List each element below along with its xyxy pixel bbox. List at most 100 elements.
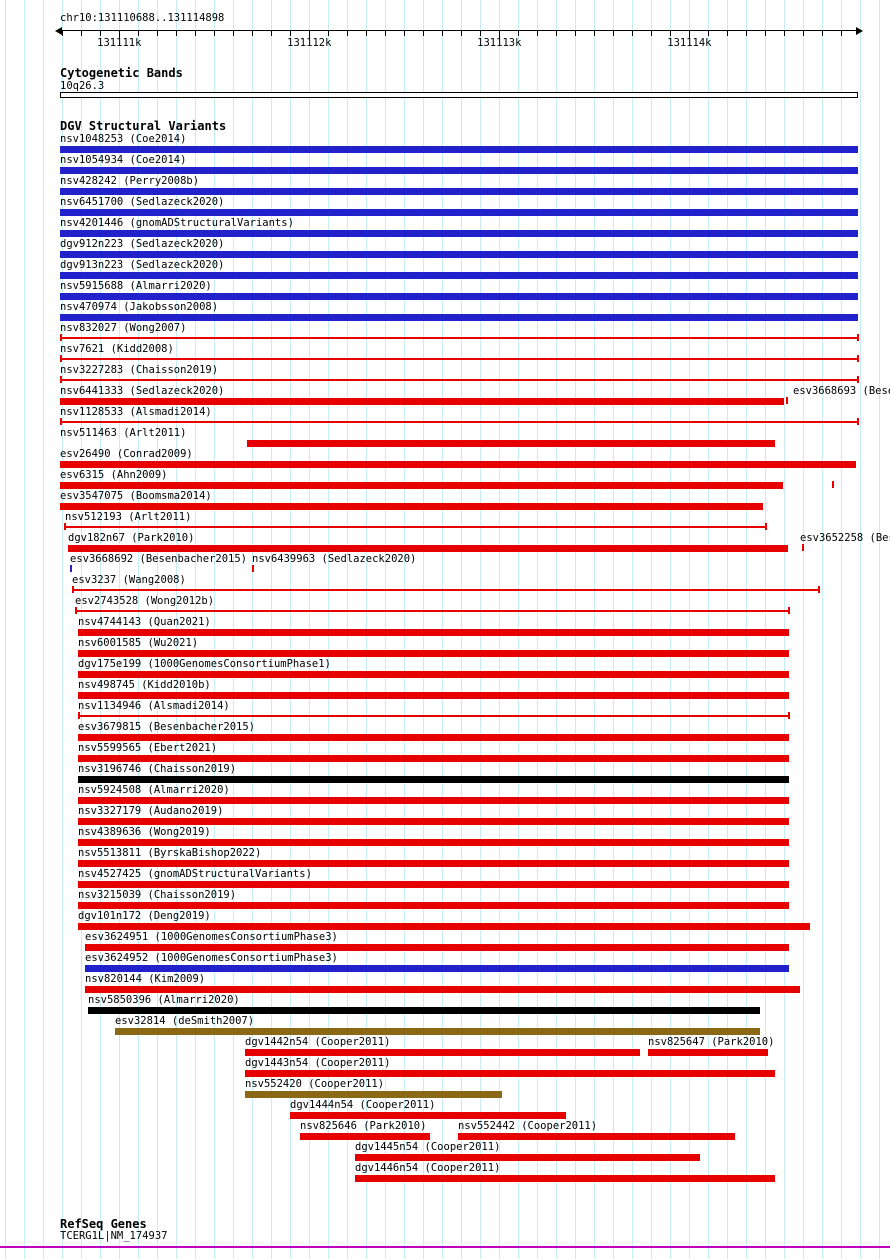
- variant-label[interactable]: esv3668693 (Besenbacher2015): [793, 385, 890, 397]
- variant-label[interactable]: esv2743528 (Wong2012b): [75, 595, 215, 607]
- variant-bar[interactable]: [60, 251, 858, 258]
- variant-bar[interactable]: [60, 209, 858, 216]
- variant-bar[interactable]: [245, 1091, 502, 1098]
- variant-bar[interactable]: [85, 944, 789, 951]
- variant-bar[interactable]: [60, 461, 856, 468]
- variant-bar[interactable]: [60, 482, 783, 489]
- variant-bar[interactable]: [60, 146, 858, 153]
- variant-bar[interactable]: [60, 272, 858, 279]
- variant-label[interactable]: nsv4527425 (gnomADStructuralVariants): [78, 868, 312, 880]
- variant-label[interactable]: nsv3215039 (Chaisson2019): [78, 889, 237, 901]
- variant-line[interactable]: [75, 610, 789, 612]
- variant-label[interactable]: esv3237 (Wang2008): [72, 574, 186, 586]
- variant-tick[interactable]: [70, 565, 72, 572]
- variant-bar[interactable]: [68, 545, 788, 552]
- variant-bar[interactable]: [458, 1133, 735, 1140]
- variant-bar[interactable]: [85, 965, 789, 972]
- variant-label[interactable]: nsv6441333 (Sedlazeck2020): [60, 385, 225, 397]
- variant-label[interactable]: esv3624951 (1000GenomesConsortiumPhase3): [85, 931, 338, 943]
- variant-tick[interactable]: [832, 481, 834, 488]
- variant-label[interactable]: nsv1128533 (Alsmadi2014): [60, 406, 212, 418]
- variant-label[interactable]: dgv1446n54 (Cooper2011): [355, 1162, 501, 1174]
- variant-label[interactable]: dgv1445n54 (Cooper2011): [355, 1141, 501, 1153]
- variant-line[interactable]: [60, 337, 858, 339]
- variant-line[interactable]: [60, 358, 858, 360]
- variant-label[interactable]: dgv182n67 (Park2010): [68, 532, 195, 544]
- variant-label[interactable]: nsv4201446 (gnomADStructuralVariants): [60, 217, 294, 229]
- variant-label[interactable]: esv26490 (Conrad2009): [60, 448, 193, 460]
- variant-label[interactable]: nsv3227283 (Chaisson2019): [60, 364, 219, 376]
- variant-label[interactable]: nsv5599565 (Ebert2021): [78, 742, 218, 754]
- variant-bar[interactable]: [85, 986, 800, 993]
- variant-line[interactable]: [60, 421, 858, 423]
- variant-line[interactable]: [60, 379, 858, 381]
- variant-label[interactable]: nsv498745 (Kidd2010b): [78, 679, 211, 691]
- variant-bar[interactable]: [88, 1007, 760, 1014]
- variant-label[interactable]: nsv428242 (Perry2008b): [60, 175, 200, 187]
- variant-bar[interactable]: [78, 797, 789, 804]
- variant-bar[interactable]: [78, 734, 789, 741]
- variant-label[interactable]: nsv512193 (Arlt2011): [65, 511, 192, 523]
- variant-bar[interactable]: [78, 818, 789, 825]
- gene-label[interactable]: TCERG1L|NM_174937: [60, 1230, 168, 1242]
- variant-label[interactable]: dgv912n223 (Sedlazeck2020): [60, 238, 225, 250]
- variant-bar[interactable]: [247, 440, 775, 447]
- variant-label[interactable]: nsv5513811 (ByrskaBishop2022): [78, 847, 262, 859]
- gene-glyph[interactable]: [0, 1246, 890, 1248]
- variant-bar[interactable]: [78, 776, 789, 783]
- variant-label[interactable]: nsv511463 (Arlt2011): [60, 427, 187, 439]
- variant-bar[interactable]: [78, 902, 789, 909]
- variant-bar[interactable]: [245, 1070, 775, 1077]
- variant-label[interactable]: nsv832027 (Wong2007): [60, 322, 187, 334]
- variant-label[interactable]: nsv825647 (Park2010): [648, 1036, 775, 1048]
- variant-label[interactable]: esv6315 (Ahn2009): [60, 469, 168, 481]
- variant-label[interactable]: nsv6451700 (Sedlazeck2020): [60, 196, 225, 208]
- variant-bar[interactable]: [60, 188, 858, 195]
- variant-line[interactable]: [78, 715, 789, 717]
- variant-label[interactable]: esv3547075 (Boomsma2014): [60, 490, 212, 502]
- variant-label[interactable]: nsv552442 (Cooper2011): [458, 1120, 598, 1132]
- variant-bar[interactable]: [78, 839, 789, 846]
- variant-bar[interactable]: [300, 1133, 430, 1140]
- variant-label[interactable]: esv3679815 (Besenbacher2015): [78, 721, 256, 733]
- variant-bar[interactable]: [60, 293, 858, 300]
- variant-label[interactable]: dgv101n172 (Deng2019): [78, 910, 211, 922]
- variant-bar[interactable]: [115, 1028, 760, 1035]
- variant-label[interactable]: dgv175e199 (1000GenomesConsortiumPhase1): [78, 658, 331, 670]
- variant-label[interactable]: nsv1054934 (Coe2014): [60, 154, 187, 166]
- variant-bar[interactable]: [78, 650, 789, 657]
- variant-label[interactable]: dgv1444n54 (Cooper2011): [290, 1099, 436, 1111]
- variant-label[interactable]: nsv6439963 (Sedlazeck2020): [252, 553, 417, 565]
- variant-label[interactable]: esv3652258 (Besenbacher2015): [800, 532, 890, 544]
- variant-tick[interactable]: [786, 397, 788, 404]
- variant-label[interactable]: nsv5924508 (Almarri2020): [78, 784, 230, 796]
- variant-label[interactable]: nsv552420 (Cooper2011): [245, 1078, 385, 1090]
- variant-bar[interactable]: [78, 692, 789, 699]
- variant-label[interactable]: nsv4389636 (Wong2019): [78, 826, 211, 838]
- variant-label[interactable]: nsv1134946 (Alsmadi2014): [78, 700, 230, 712]
- variant-label[interactable]: dgv1442n54 (Cooper2011): [245, 1036, 391, 1048]
- variant-label[interactable]: nsv3327179 (Audano2019): [78, 805, 224, 817]
- variant-bar[interactable]: [355, 1154, 700, 1161]
- variant-label[interactable]: nsv825646 (Park2010): [300, 1120, 427, 1132]
- cytoband-box[interactable]: [60, 92, 858, 98]
- variant-bar[interactable]: [78, 671, 789, 678]
- variant-label[interactable]: dgv913n223 (Sedlazeck2020): [60, 259, 225, 271]
- variant-bar[interactable]: [60, 398, 784, 405]
- variant-bar[interactable]: [60, 230, 858, 237]
- variant-label[interactable]: nsv470974 (Jakobsson2008): [60, 301, 219, 313]
- variant-label[interactable]: dgv1443n54 (Cooper2011): [245, 1057, 391, 1069]
- variant-label[interactable]: nsv820144 (Kim2009): [85, 973, 206, 985]
- variant-label[interactable]: nsv5915688 (Almarri2020): [60, 280, 212, 292]
- variant-label[interactable]: nsv7621 (Kidd2008): [60, 343, 174, 355]
- variant-bar[interactable]: [78, 881, 789, 888]
- variant-label[interactable]: nsv4744143 (Quan2021): [78, 616, 211, 628]
- variant-label[interactable]: nsv1048253 (Coe2014): [60, 133, 187, 145]
- variant-bar[interactable]: [78, 860, 789, 867]
- variant-bar[interactable]: [78, 923, 810, 930]
- variant-label[interactable]: esv3624952 (1000GenomesConsortiumPhase3): [85, 952, 338, 964]
- variant-bar[interactable]: [648, 1049, 768, 1056]
- variant-bar[interactable]: [355, 1175, 775, 1182]
- variant-bar[interactable]: [60, 314, 858, 321]
- variant-bar[interactable]: [60, 503, 763, 510]
